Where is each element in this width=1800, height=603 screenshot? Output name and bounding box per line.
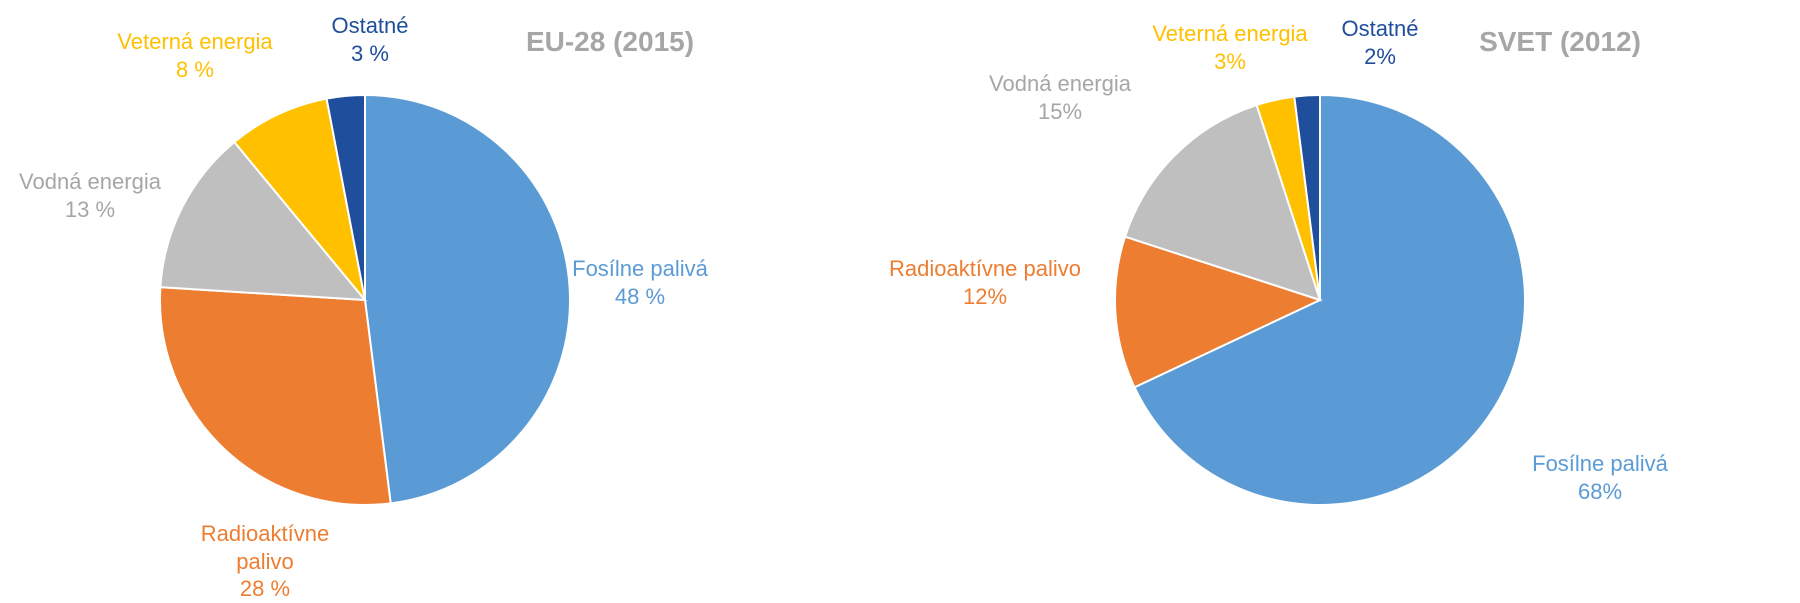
slice-label-value: 12% <box>889 283 1081 311</box>
slice-label-name: Radioaktívne palivo <box>201 520 329 575</box>
slice-label-eu28-3: Veterná energia8 % <box>117 28 272 83</box>
slice-label-name: Radioaktívne palivo <box>889 255 1081 283</box>
slice-label-name: Fosílne palivá <box>572 255 708 283</box>
slice-label-svet-0: Fosílne palivá68% <box>1532 450 1668 505</box>
slice-label-svet-4: Ostatné2% <box>1341 15 1418 70</box>
chart-panel-svet: SVET (2012)Fosílne palivá68%Radioaktívne… <box>900 0 1800 586</box>
slice-label-name: Veterná energia <box>1152 20 1307 48</box>
slice-label-value: 3% <box>1152 48 1307 76</box>
slice-label-name: Vodná energia <box>989 70 1131 98</box>
slice-label-value: 2% <box>1341 43 1418 71</box>
slice-label-value: 3 % <box>331 40 408 68</box>
pie-slice-eu28-1 <box>160 287 391 505</box>
slice-label-svet-3: Veterná energia3% <box>1152 20 1307 75</box>
slice-label-value: 8 % <box>117 56 272 84</box>
slice-label-value: 48 % <box>572 283 708 311</box>
chart-panel-eu28: EU-28 (2015) Fosílne palivá48 % Radioaktív… <box>0 0 900 586</box>
slice-label-eu28-1: Radioaktívne palivo28 % <box>201 520 329 603</box>
chart-title-eu28: EU-28 (2015) <box>526 24 694 59</box>
slice-label-value: 13 % <box>19 196 161 224</box>
slice-label-eu28-2: Vodná energia13 % <box>19 168 161 223</box>
slice-label-value: 15% <box>989 98 1131 126</box>
chart-title-svet: SVET (2012) <box>1479 24 1641 59</box>
slice-label-svet-2: Vodná energia15% <box>989 70 1131 125</box>
slice-label-value: 68% <box>1532 478 1668 506</box>
slice-label-svet-1: Radioaktívne palivo12% <box>889 255 1081 310</box>
slice-label-name: Ostatné <box>331 12 408 40</box>
slice-label-value: 28 % <box>201 575 329 603</box>
slice-label-name: Fosílne palivá <box>1532 450 1668 478</box>
slice-label-eu28-4: Ostatné3 % <box>331 12 408 67</box>
pie-slice-eu28-0 <box>365 95 570 503</box>
charts-container: EU-28 (2015)Fosílne palivá48 %Radioaktív… <box>0 0 1800 586</box>
pie-chart-eu28 <box>0 0 900 586</box>
slice-label-name: Veterná energia <box>117 28 272 56</box>
slice-label-name: Ostatné <box>1341 15 1418 43</box>
slice-label-name: Vodná energia <box>19 168 161 196</box>
slice-label-eu28-0: Fosílne palivá48 % <box>572 255 708 310</box>
